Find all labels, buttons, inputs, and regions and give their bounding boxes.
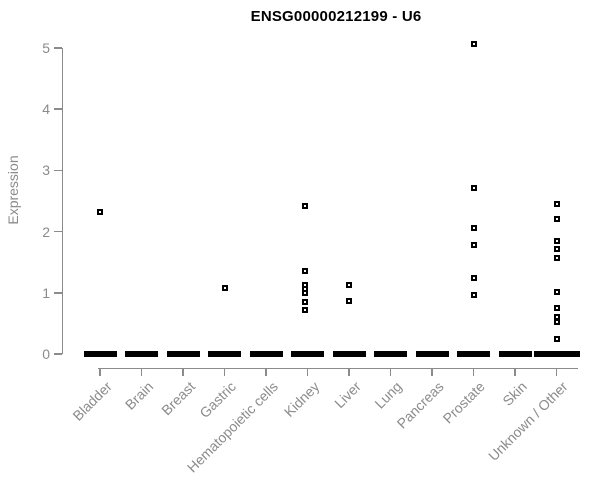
x-axis	[98, 367, 578, 369]
x-tick	[472, 367, 475, 376]
data-point	[470, 224, 477, 231]
x-tick-label: Breast	[157, 378, 198, 419]
y-tick-label: 1	[42, 284, 50, 301]
y-tick	[54, 108, 62, 110]
data-point	[470, 242, 477, 249]
data-point	[553, 305, 560, 312]
x-tick-label: Unknown / Other	[485, 378, 572, 464]
x-tick-label: Lung	[371, 378, 406, 412]
x-tick-label: Bladder	[69, 378, 115, 424]
x-tick	[514, 367, 516, 376]
y-tick	[54, 353, 62, 355]
zero-expression-bar	[415, 350, 449, 357]
zero-expression-bar	[125, 350, 158, 357]
data-point	[301, 298, 308, 305]
x-tick	[348, 367, 350, 376]
data-point	[346, 281, 352, 288]
x-tick-label: Brain	[121, 378, 157, 413]
x-tick-label: Kidney	[280, 378, 323, 420]
data-point	[553, 319, 560, 326]
zero-expression-bar	[166, 350, 200, 357]
y-tick	[54, 169, 62, 172]
data-point	[553, 216, 560, 223]
data-point	[301, 289, 308, 296]
x-tick-label: Prostate	[439, 378, 489, 427]
zero-expression-bar	[208, 350, 241, 357]
zero-expression-bar	[291, 350, 324, 357]
data-point	[470, 292, 477, 299]
zero-expression-bar	[374, 350, 407, 357]
x-tick	[140, 367, 143, 376]
data-point	[470, 40, 477, 47]
data-point	[470, 185, 477, 192]
zero-expression-bar	[332, 350, 366, 357]
x-tick	[431, 367, 433, 376]
x-tick-label: Liver	[330, 378, 364, 412]
zero-expression-bar	[533, 350, 580, 357]
data-point	[553, 289, 560, 296]
x-tick	[389, 367, 392, 376]
zero-expression-bar	[457, 350, 490, 357]
y-tick-label: 2	[42, 223, 50, 240]
chart-title: ENSG00000212199 - U6	[250, 8, 422, 25]
y-tick-label: 5	[42, 40, 50, 56]
y-tick	[54, 292, 62, 294]
zero-expression-bar	[83, 350, 117, 357]
y-axis	[61, 48, 63, 354]
y-tick-label: 0	[42, 346, 50, 362]
data-point	[553, 254, 560, 261]
y-axis-label: Expression	[5, 155, 21, 225]
data-point	[301, 267, 308, 274]
x-tick	[555, 367, 558, 376]
y-tick-label: 3	[42, 162, 50, 179]
data-point	[346, 297, 352, 304]
y-tick-label: 4	[42, 101, 50, 118]
x-tick	[265, 367, 267, 376]
y-tick	[54, 47, 62, 49]
data-point	[553, 237, 560, 244]
data-point	[97, 209, 103, 216]
zero-expression-bar	[249, 350, 283, 357]
x-tick	[306, 367, 309, 376]
data-point	[221, 284, 228, 291]
data-point	[301, 202, 308, 209]
x-tick	[99, 367, 101, 376]
data-point	[553, 201, 560, 208]
data-point	[553, 246, 560, 253]
zero-expression-bar	[498, 350, 532, 357]
data-point	[470, 275, 477, 282]
data-point	[553, 336, 560, 343]
data-point	[301, 306, 308, 313]
x-tick	[223, 367, 226, 376]
x-tick-label: Skin	[499, 378, 530, 409]
y-tick	[54, 230, 62, 233]
x-tick	[182, 367, 184, 376]
